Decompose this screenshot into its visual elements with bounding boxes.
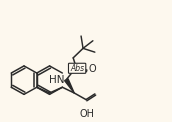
FancyBboxPatch shape bbox=[68, 63, 86, 73]
Text: O: O bbox=[89, 64, 96, 74]
Text: HN: HN bbox=[49, 75, 64, 85]
Text: OH: OH bbox=[79, 109, 94, 119]
Text: Abs: Abs bbox=[70, 64, 84, 73]
Polygon shape bbox=[65, 79, 74, 93]
